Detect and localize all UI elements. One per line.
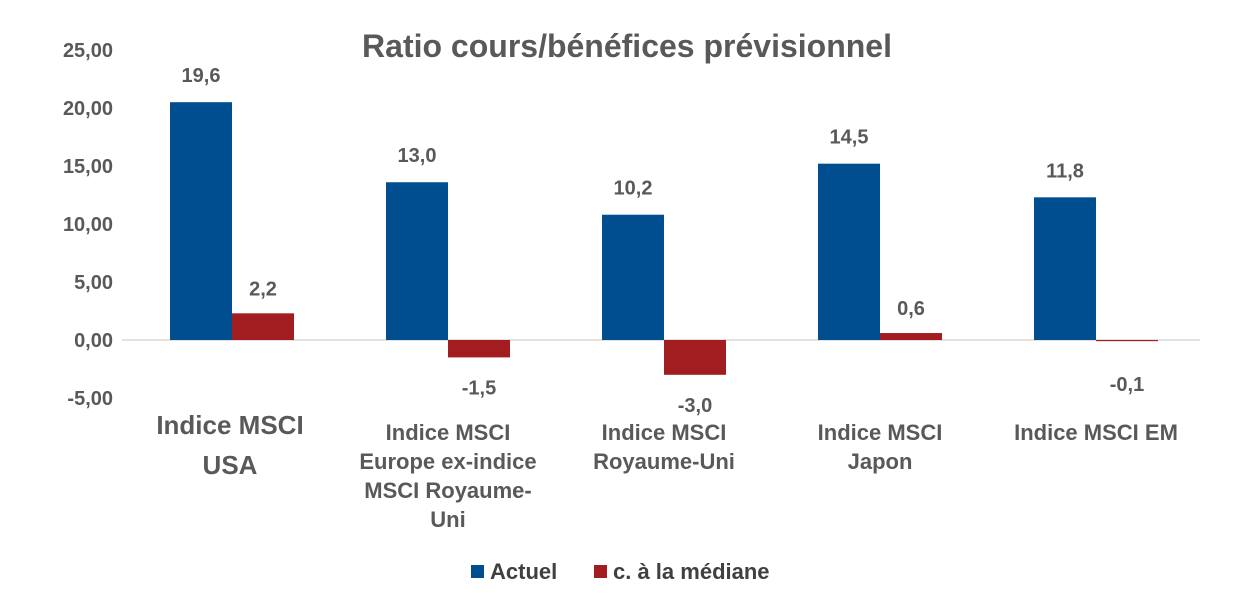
data-label: 14,5 xyxy=(830,127,869,149)
category-label: Indice MSCI xyxy=(818,420,943,445)
chart-title: Ratio cours/bénéfices prévisionnel xyxy=(362,28,892,64)
category-label: Indice MSCI xyxy=(156,410,303,440)
y-tick-label: 0,00 xyxy=(74,330,113,352)
bar-actuel-5 xyxy=(1034,197,1096,340)
category-label: Uni xyxy=(430,507,465,532)
legend-label-mediane: c. à la médiane xyxy=(613,559,770,584)
legend: Actuel c. à la médiane xyxy=(471,559,770,584)
y-tick-label: 15,00 xyxy=(63,156,113,178)
data-label: 19,6 xyxy=(182,65,221,87)
data-label: 10,2 xyxy=(614,178,653,200)
bars-group xyxy=(170,102,1158,375)
category-labels-group: Indice MSCI USA Indice MSCI Europe ex-indic… xyxy=(156,410,1178,532)
y-tick-label: 20,00 xyxy=(63,98,113,120)
data-label: 13,0 xyxy=(398,145,437,167)
data-label: 11,8 xyxy=(1046,160,1084,182)
data-label: -1,5 xyxy=(462,377,496,399)
category-label: Europe ex-indice xyxy=(359,449,536,474)
data-label: -0,1 xyxy=(1110,374,1144,396)
data-label: -3,0 xyxy=(678,395,712,417)
bar-mediane-1 xyxy=(232,313,294,340)
legend-swatch-mediane xyxy=(594,565,607,578)
bar-actuel-3 xyxy=(602,214,664,340)
legend-label-actuel: Actuel xyxy=(490,559,557,584)
category-label: Indice MSCI xyxy=(386,420,511,445)
bar-mediane-5 xyxy=(1096,340,1158,342)
category-label: Indice MSCI EM xyxy=(1014,420,1178,445)
y-tick-label: 5,00 xyxy=(74,272,113,294)
y-tick-label: 10,00 xyxy=(63,214,113,236)
data-labels-group: 19,6 13,0 10,2 14,5 11,8 2,2 -1,5 -3,0 0,6 -0,1 xyxy=(182,65,1145,417)
bar-mediane-4 xyxy=(880,333,942,340)
bar-actuel-1 xyxy=(170,102,232,340)
bar-actuel-4 xyxy=(818,163,880,340)
category-label: Royaume-Uni xyxy=(593,449,735,474)
category-label: MSCI Royaume- xyxy=(364,478,531,503)
y-axis: 25,00 20,00 15,00 10,00 5,00 0,00 -5,00 xyxy=(63,40,113,410)
bar-mediane-3 xyxy=(664,340,726,375)
category-label: Japon xyxy=(848,449,913,474)
data-label: 0,6 xyxy=(897,298,925,320)
category-label: Indice MSCI xyxy=(602,420,727,445)
bar-mediane-2 xyxy=(448,340,510,358)
bar-actuel-2 xyxy=(386,182,448,340)
y-tick-label: -5,00 xyxy=(67,388,113,410)
y-tick-label: 25,00 xyxy=(63,40,113,62)
legend-swatch-actuel xyxy=(471,565,484,578)
category-label: USA xyxy=(203,450,258,480)
data-label: 2,2 xyxy=(249,278,277,300)
